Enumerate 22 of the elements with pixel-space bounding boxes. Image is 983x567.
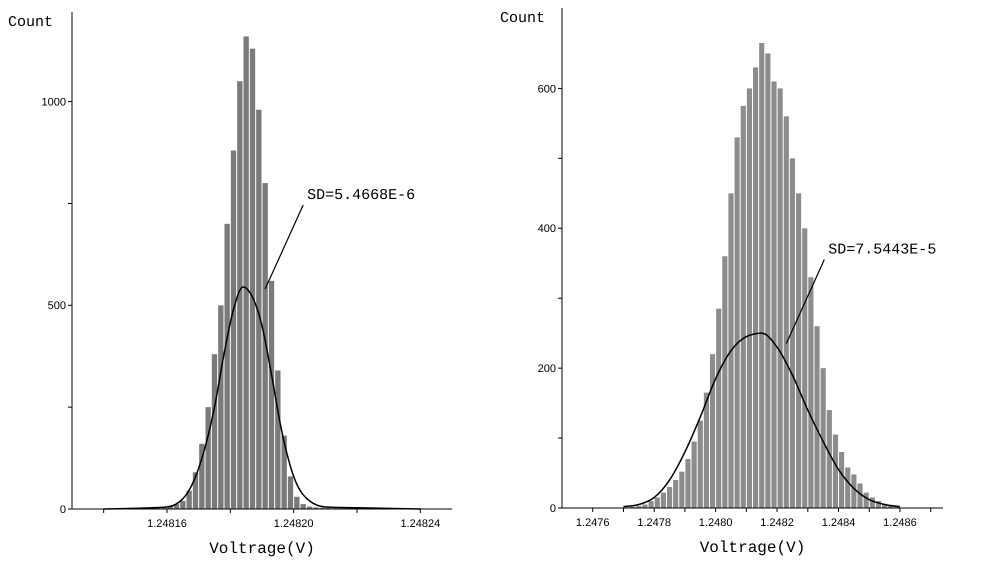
y-tick-label: 200 [538,362,556,375]
y-tick-label: 1000 [42,96,66,108]
x-tick-label: 1.24820 [274,518,314,530]
y-tick-label: 0 [550,502,556,515]
annotation: SD=5.4668E-6 [307,187,416,204]
x-axis-title: Voltrage(V) [700,539,806,557]
y-tick-label: 0 [60,504,66,516]
x-tick-label: 1.24824 [400,518,440,530]
y-tick-label: 400 [538,223,556,236]
annotation: SD=7.5443E-5 [828,242,936,259]
x-tick-label: 1.2476 [576,517,610,529]
x-tick-label: 1.2480 [698,517,732,529]
y-axis-title: Count [8,14,54,31]
x-tick-label: 1.2478 [637,517,672,529]
x-tick-label: 1.2484 [822,517,856,529]
x-tick-label: 1.2486 [883,517,917,529]
x-tick-label: 1.2482 [760,517,794,529]
x-tick-label: 1.24816 [147,518,187,530]
y-axis-title: Count [500,10,546,27]
y-tick-label: 600 [538,83,556,96]
y-tick-label: 500 [48,300,66,312]
x-axis-title: Voltrage(V) [209,540,315,558]
